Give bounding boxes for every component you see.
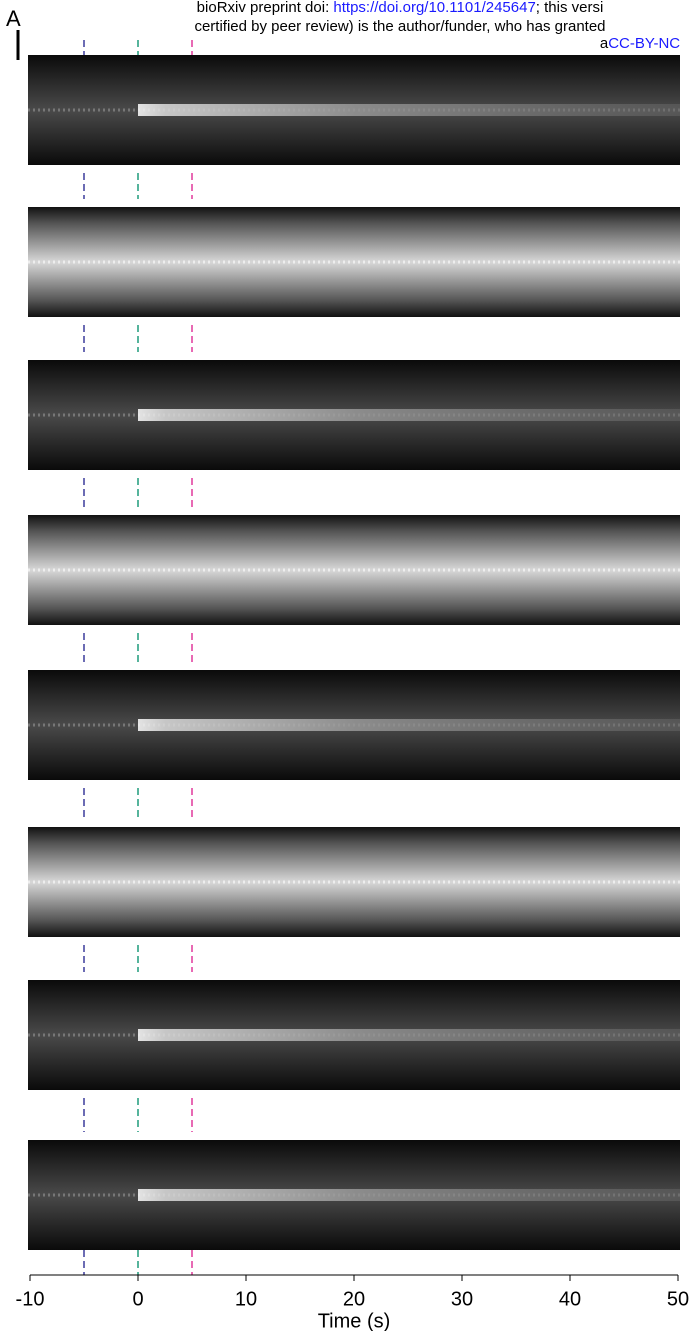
kymograph-streak [138,409,680,421]
header-line: aCC-BY-NC [600,35,680,52]
x-tick-label: 30 [451,1288,473,1310]
kymograph-streak [138,104,680,116]
x-tick-label: -10 [16,1288,45,1310]
kymograph-streak [138,1029,680,1041]
kymograph-streak [138,719,680,731]
x-tick-label: 20 [343,1288,365,1310]
x-tick-label: 0 [132,1288,143,1310]
figure: bioRxiv preprint doi: https://doi.org/10… [0,0,694,1331]
x-tick-label: 50 [667,1288,689,1310]
header-line: certified by peer review) is the author/… [194,18,605,35]
x-axis-label: Time (s) [318,1310,391,1331]
header-line: bioRxiv preprint doi: https://doi.org/10… [197,0,604,16]
x-tick-label: 40 [559,1288,581,1310]
x-tick-label: 10 [235,1288,257,1310]
panel-label: A [6,6,21,31]
kymograph-streak [138,1189,680,1201]
